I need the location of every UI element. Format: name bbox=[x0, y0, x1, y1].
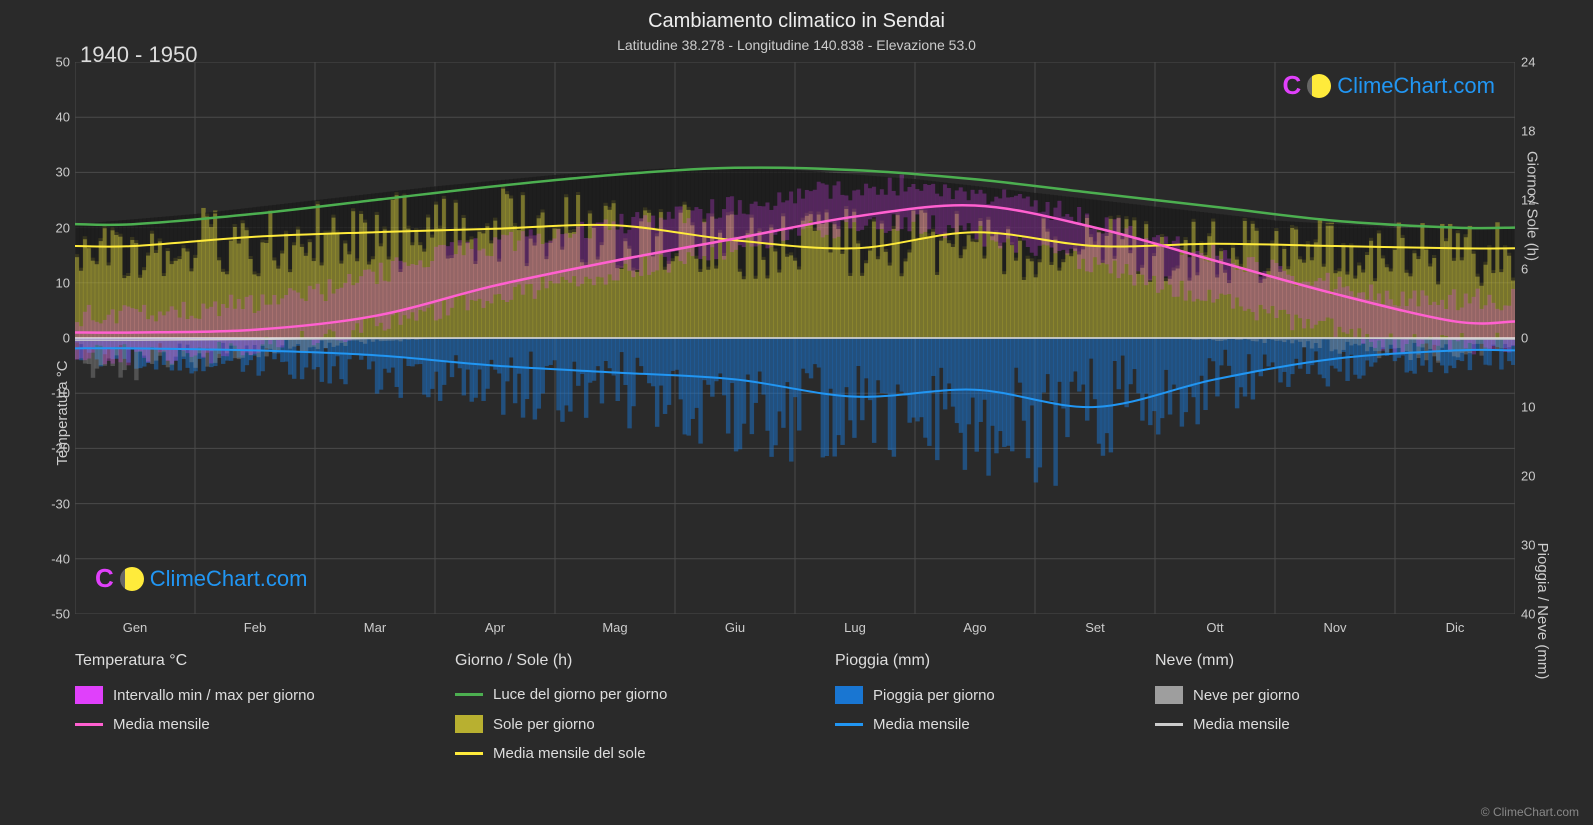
legend-label: Pioggia per giorno bbox=[873, 687, 995, 704]
legend-label: Luce del giorno per giorno bbox=[493, 686, 667, 703]
x-tick-month: Dic bbox=[1446, 620, 1465, 635]
legend-line-icon bbox=[835, 723, 863, 726]
legend-group: Temperatura °C Intervallo min / max per g… bbox=[75, 652, 415, 762]
chart-title: Cambiamento climatico in Sendai bbox=[0, 0, 1593, 33]
legend-label: Neve per giorno bbox=[1193, 687, 1300, 704]
x-tick-month: Gen bbox=[123, 620, 148, 635]
x-tick-month: Mar bbox=[364, 620, 386, 635]
y-tick-right-bottom: 20 bbox=[1521, 469, 1561, 484]
x-tick-month: Feb bbox=[244, 620, 266, 635]
y-tick-right-bottom: 40 bbox=[1521, 607, 1561, 622]
x-tick-month: Nov bbox=[1323, 620, 1346, 635]
legend-swatch-icon bbox=[835, 686, 863, 704]
legend-label: Media mensile bbox=[1193, 716, 1290, 733]
x-tick-month: Set bbox=[1085, 620, 1105, 635]
y-tick-left: 50 bbox=[30, 55, 70, 70]
y-tick-left: 10 bbox=[30, 275, 70, 290]
legend-group: Giorno / Sole (h) Luce del giorno per gio… bbox=[455, 652, 795, 762]
legend-header: Temperatura °C bbox=[75, 652, 415, 670]
legend-item: Pioggia per giorno bbox=[835, 686, 1115, 704]
y-tick-right-bottom: 10 bbox=[1521, 400, 1561, 415]
chart-subtitle: Latitudine 38.278 - Longitudine 140.838 … bbox=[0, 33, 1593, 53]
y-tick-left: -40 bbox=[30, 551, 70, 566]
y-tick-left: -30 bbox=[30, 496, 70, 511]
logo-letter-icon: C bbox=[95, 563, 114, 594]
y-tick-left: -10 bbox=[30, 386, 70, 401]
legend-label: Sole per giorno bbox=[493, 716, 595, 733]
chart-svg bbox=[75, 62, 1515, 614]
x-tick-month: Lug bbox=[844, 620, 866, 635]
watermark-bottom: C ClimeChart.com bbox=[95, 563, 307, 594]
y-tick-right-bottom: 30 bbox=[1521, 538, 1561, 553]
copyright-text: © ClimeChart.com bbox=[1481, 805, 1579, 819]
y-tick-left: 30 bbox=[30, 165, 70, 180]
legend-header: Pioggia (mm) bbox=[835, 652, 1115, 670]
legend-line-icon bbox=[455, 752, 483, 755]
logo-globe-icon bbox=[1307, 74, 1331, 98]
legend-group: Pioggia (mm) Pioggia per giorno Media mens… bbox=[835, 652, 1115, 762]
legend-swatch-icon bbox=[455, 715, 483, 733]
y-tick-right-top: 6 bbox=[1521, 262, 1561, 277]
y-tick-left: 0 bbox=[30, 331, 70, 346]
x-tick-month: Giu bbox=[725, 620, 745, 635]
x-tick-month: Ago bbox=[963, 620, 986, 635]
legend-item: Media mensile bbox=[1155, 716, 1435, 733]
legend-item: Neve per giorno bbox=[1155, 686, 1435, 704]
y-tick-left: 20 bbox=[30, 220, 70, 235]
legend-line-icon bbox=[75, 723, 103, 726]
legend-label: Media mensile bbox=[113, 716, 210, 733]
y-tick-right-top: 24 bbox=[1521, 55, 1561, 70]
legend-swatch-icon bbox=[1155, 686, 1183, 704]
legend-line-icon bbox=[1155, 723, 1183, 726]
logo-letter-icon: C bbox=[1283, 70, 1302, 101]
legend-line-icon bbox=[455, 693, 483, 696]
legend-header: Neve (mm) bbox=[1155, 652, 1435, 670]
legend-label: Media mensile del sole bbox=[493, 745, 646, 762]
legend-item: Sole per giorno bbox=[455, 715, 795, 733]
y-tick-right-top: 12 bbox=[1521, 193, 1561, 208]
legend-item: Intervallo min / max per giorno bbox=[75, 686, 415, 704]
x-tick-month: Apr bbox=[485, 620, 505, 635]
legend-group: Neve (mm) Neve per giorno Media mensile bbox=[1155, 652, 1435, 762]
watermark-top: C ClimeChart.com bbox=[1283, 70, 1495, 101]
x-tick-month: Mag bbox=[602, 620, 627, 635]
legend-item: Luce del giorno per giorno bbox=[455, 686, 795, 703]
legend-item: Media mensile del sole bbox=[455, 745, 795, 762]
x-tick-month: Ott bbox=[1206, 620, 1223, 635]
chart-legend: Temperatura °C Intervallo min / max per g… bbox=[75, 652, 1515, 762]
logo-globe-icon bbox=[120, 567, 144, 591]
y-tick-right-top: 18 bbox=[1521, 124, 1561, 139]
legend-item: Media mensile bbox=[75, 716, 415, 733]
legend-label: Media mensile bbox=[873, 716, 970, 733]
legend-header: Giorno / Sole (h) bbox=[455, 652, 795, 670]
legend-swatch-icon bbox=[75, 686, 103, 704]
y-tick-right-top: 0 bbox=[1521, 331, 1561, 346]
watermark-text: ClimeChart.com bbox=[150, 566, 308, 592]
y-tick-left: -50 bbox=[30, 607, 70, 622]
chart-plot-area: C ClimeChart.com C ClimeChart.com bbox=[75, 62, 1515, 614]
watermark-text: ClimeChart.com bbox=[1337, 73, 1495, 99]
legend-item: Media mensile bbox=[835, 716, 1115, 733]
legend-label: Intervallo min / max per giorno bbox=[113, 687, 315, 704]
y-tick-left: -20 bbox=[30, 441, 70, 456]
y-tick-left: 40 bbox=[30, 110, 70, 125]
